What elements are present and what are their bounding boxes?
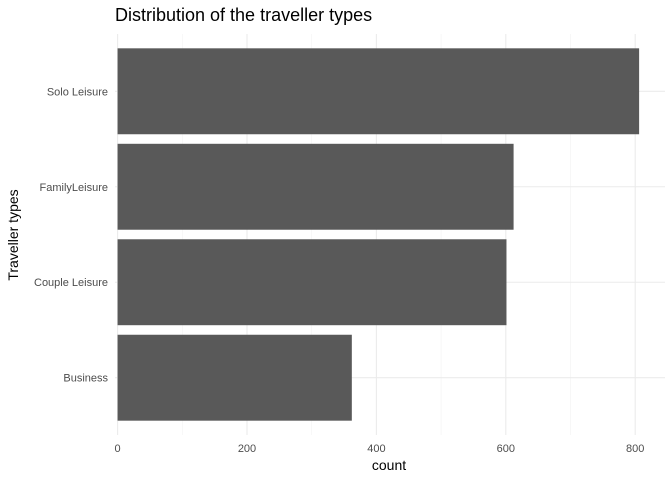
bar-solo-leisure bbox=[117, 48, 640, 135]
x-tick-label: 400 bbox=[367, 443, 385, 455]
y-tick-label: FamilyLeisure bbox=[40, 182, 108, 194]
x-tick-label: 600 bbox=[497, 443, 515, 455]
x-tick-labels: 0 200 400 600 800 bbox=[115, 443, 645, 455]
y-tick-label: Solo Leisure bbox=[47, 86, 108, 98]
bar-familyleisure bbox=[117, 143, 514, 230]
x-axis-title: count bbox=[372, 457, 406, 473]
x-tick-label: 0 bbox=[115, 443, 121, 455]
y-axis-title: Traveller types bbox=[5, 189, 21, 280]
x-tick-label: 800 bbox=[626, 443, 644, 455]
chart-title: Distribution of the traveller types bbox=[115, 5, 372, 25]
bar-business bbox=[117, 334, 352, 421]
y-tick-label: Business bbox=[63, 373, 108, 385]
y-tick-label: Couple Leisure bbox=[34, 277, 108, 289]
y-tick-labels: Business Couple Leisure FamilyLeisure Solo … bbox=[34, 86, 108, 384]
x-tick-label: 200 bbox=[238, 443, 256, 455]
bar-couple-leisure bbox=[117, 239, 507, 326]
bars bbox=[117, 48, 640, 421]
